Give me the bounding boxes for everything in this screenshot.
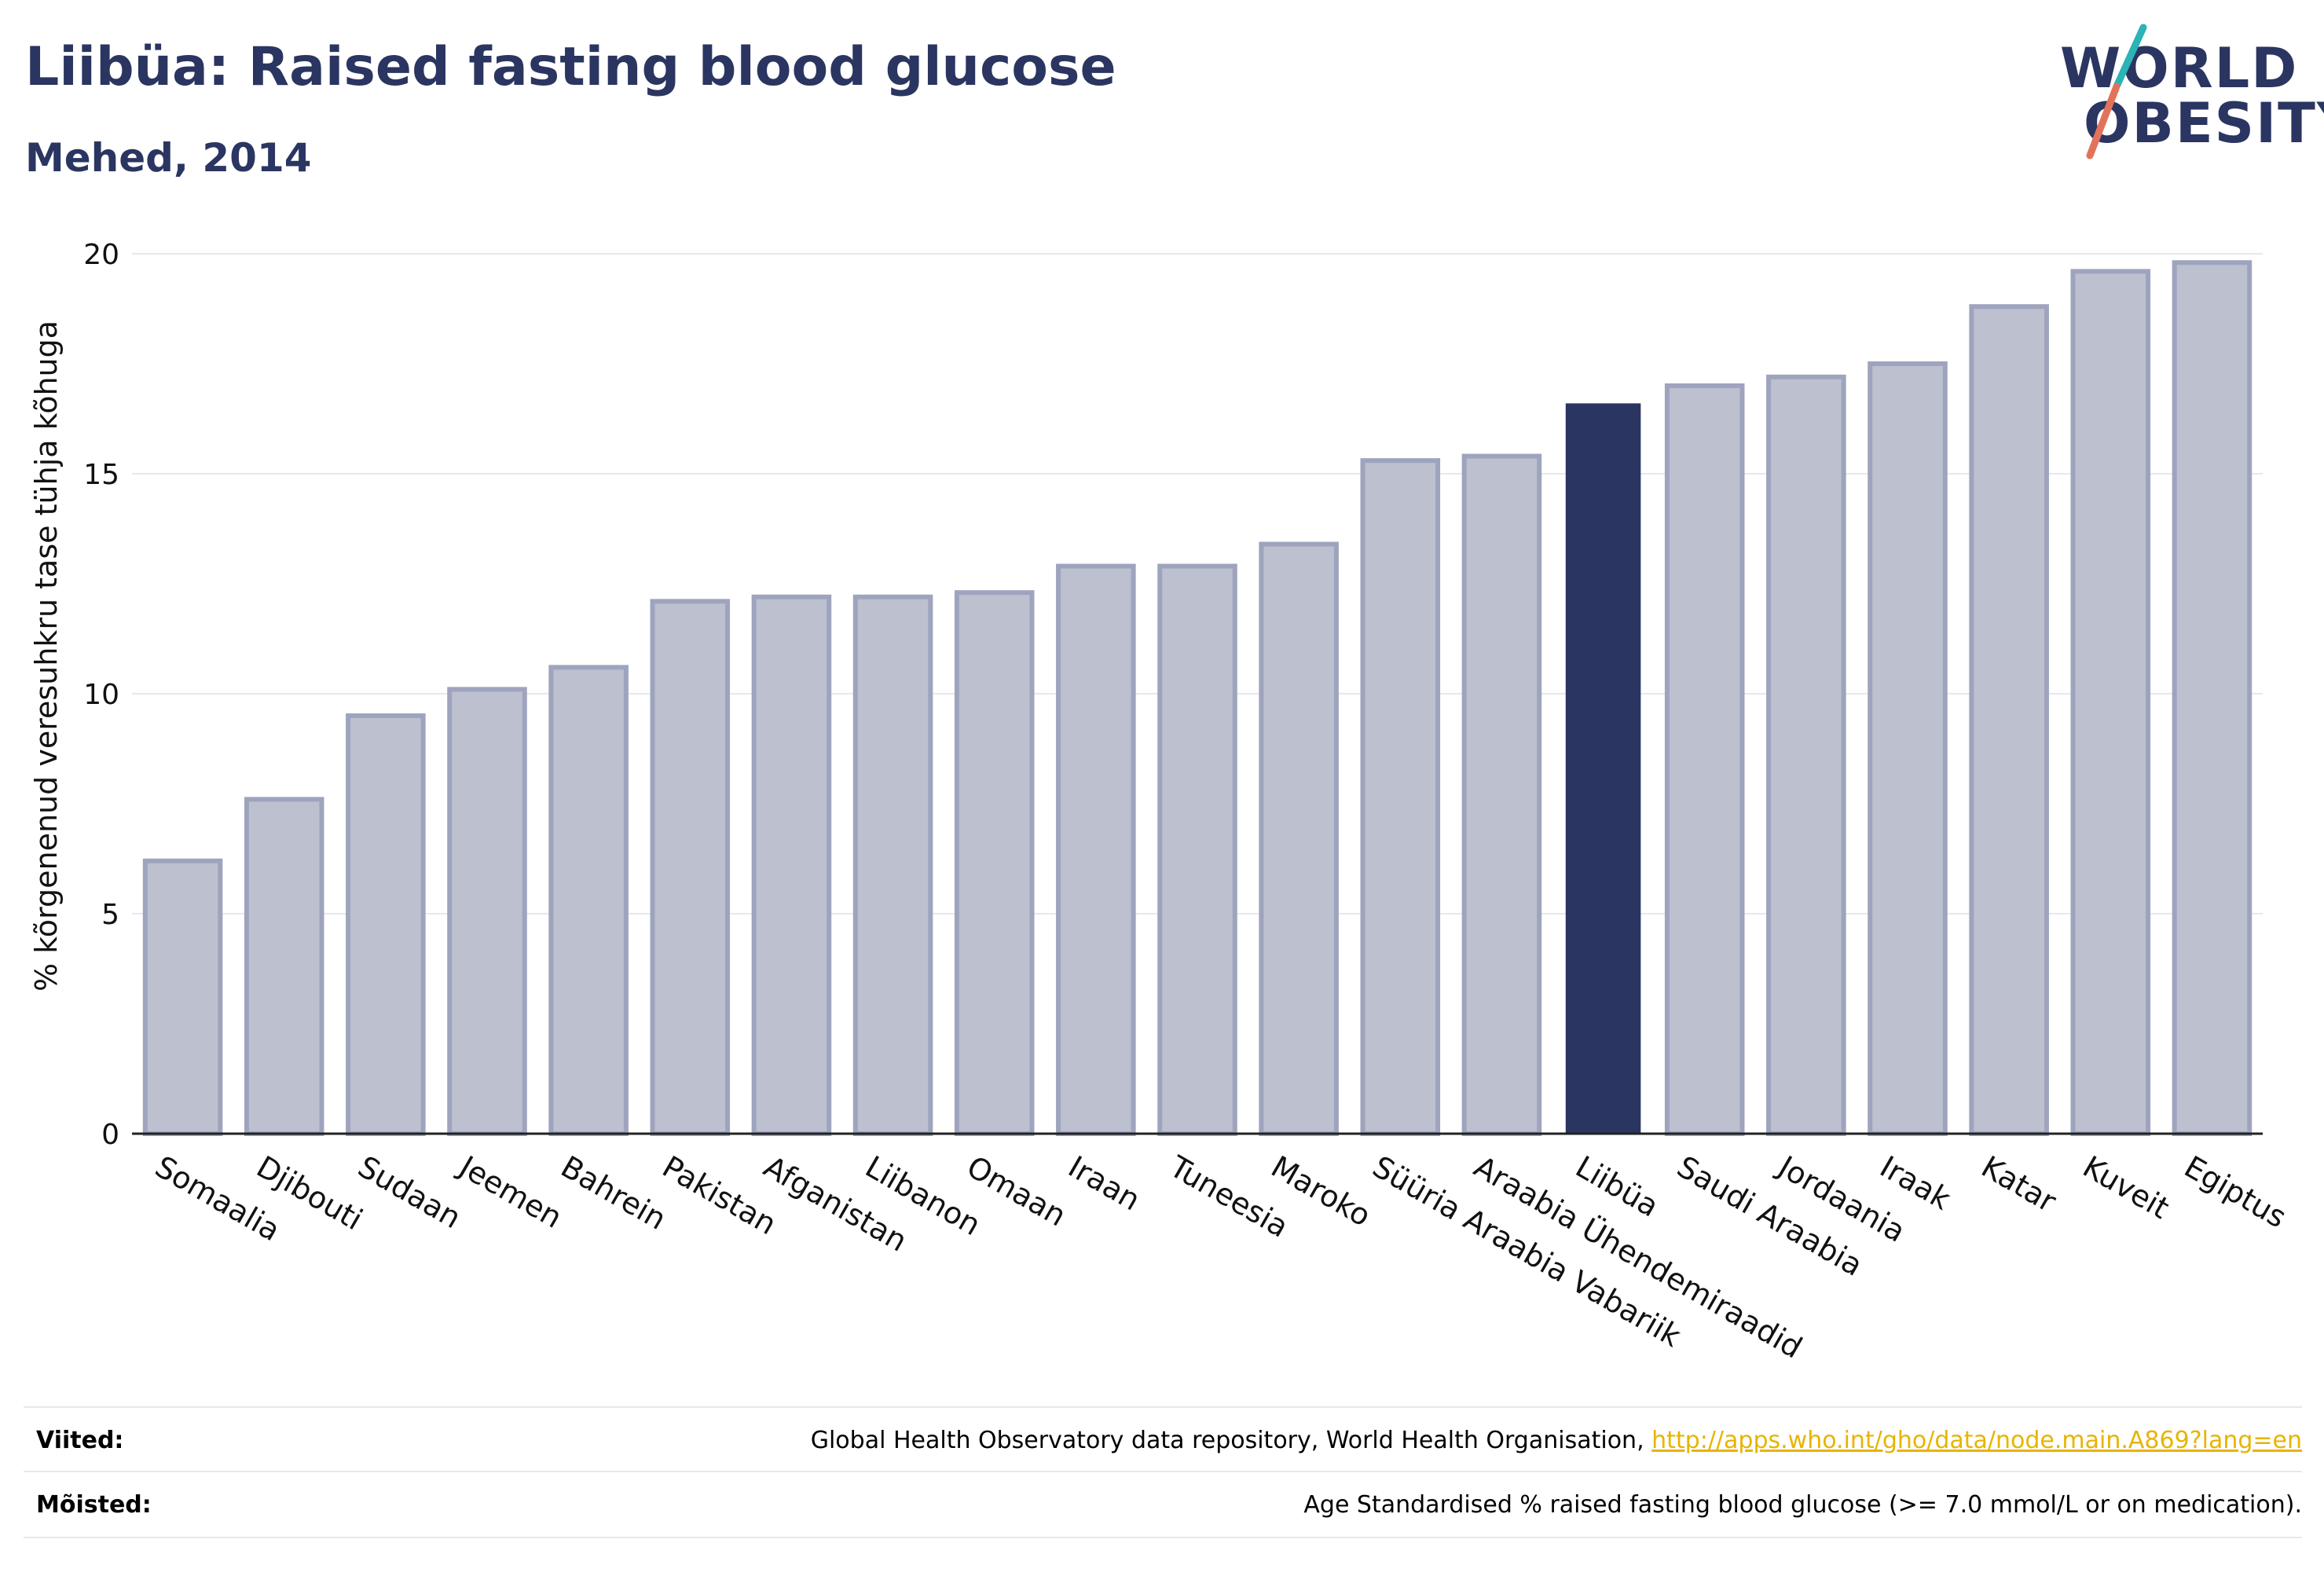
bar <box>142 858 223 1137</box>
y-tick-label: 20 <box>83 239 119 271</box>
logo-word-world: WORLD <box>2060 36 2299 101</box>
bar <box>447 687 527 1136</box>
x-tick-label: Katar <box>1976 1149 2062 1219</box>
bar <box>2070 269 2151 1136</box>
bar <box>852 594 933 1136</box>
x-tick-label: Bahrein <box>555 1149 673 1237</box>
definitions-text: Age Standardised % raised fasting blood … <box>1303 1491 2302 1519</box>
bar <box>1461 453 1542 1136</box>
x-tick-label: Iraan <box>1062 1149 1146 1218</box>
bar <box>1969 304 2049 1137</box>
bar <box>1056 563 1136 1136</box>
y-tick-label: 10 <box>83 679 119 711</box>
bar <box>346 713 426 1136</box>
y-tick-label: 0 <box>101 1119 119 1151</box>
x-tick-label: Egiptus <box>2179 1149 2293 1235</box>
sources-description: Global Health Observatory data repositor… <box>810 1427 1652 1454</box>
logo-word-obesity: OBESITY <box>2084 91 2324 156</box>
bar-chart: 05101520SomaaliaDjiboutiSudaanJeemenBahr… <box>29 239 2293 1365</box>
y-axis-label: % kõrgenenud veresuhkru tase tühja kõhug… <box>29 321 64 991</box>
bar <box>1868 361 1948 1136</box>
world-obesity-logo: WORLD OBESITY <box>2051 24 2324 165</box>
bar <box>954 590 1035 1136</box>
sources-label: Viited: <box>36 1427 124 1454</box>
definitions-label: Mõisted: <box>36 1491 152 1519</box>
bar <box>1360 458 1441 1136</box>
bar <box>751 594 832 1136</box>
logo-slash-icon <box>2086 24 2147 159</box>
y-tick-label: 15 <box>83 459 119 491</box>
bar <box>1157 563 1237 1136</box>
x-tick-label: Pakistan <box>657 1149 783 1242</box>
bar <box>2172 260 2253 1137</box>
bar <box>1766 374 1846 1136</box>
bar <box>244 797 324 1137</box>
x-tick-label: Jeemen <box>453 1149 568 1235</box>
bar <box>1664 383 1745 1136</box>
x-tick-label: Kuveit <box>2077 1149 2176 1226</box>
footer-definitions-row: Mõisted: Age Standardised % raised fasti… <box>24 1471 2302 1538</box>
bar <box>548 665 629 1136</box>
sources-link[interactable]: http://apps.who.int/gho/data/node.main.A… <box>1651 1427 2302 1454</box>
y-tick-label: 5 <box>101 899 119 931</box>
bars <box>142 260 2253 1137</box>
sources-text: Global Health Observatory data repositor… <box>811 1427 2302 1454</box>
chart-title: Liibüa: Raised fasting blood glucose <box>25 36 1116 98</box>
footer-sources-row: Viited: Global Health Observatory data r… <box>24 1406 2302 1472</box>
bar <box>650 599 731 1136</box>
bar-highlighted <box>1565 403 1641 1134</box>
x-tick-label: Sudaan <box>352 1149 467 1236</box>
bar <box>1259 541 1339 1136</box>
chart-subtitle: Mehed, 2014 <box>25 135 312 181</box>
